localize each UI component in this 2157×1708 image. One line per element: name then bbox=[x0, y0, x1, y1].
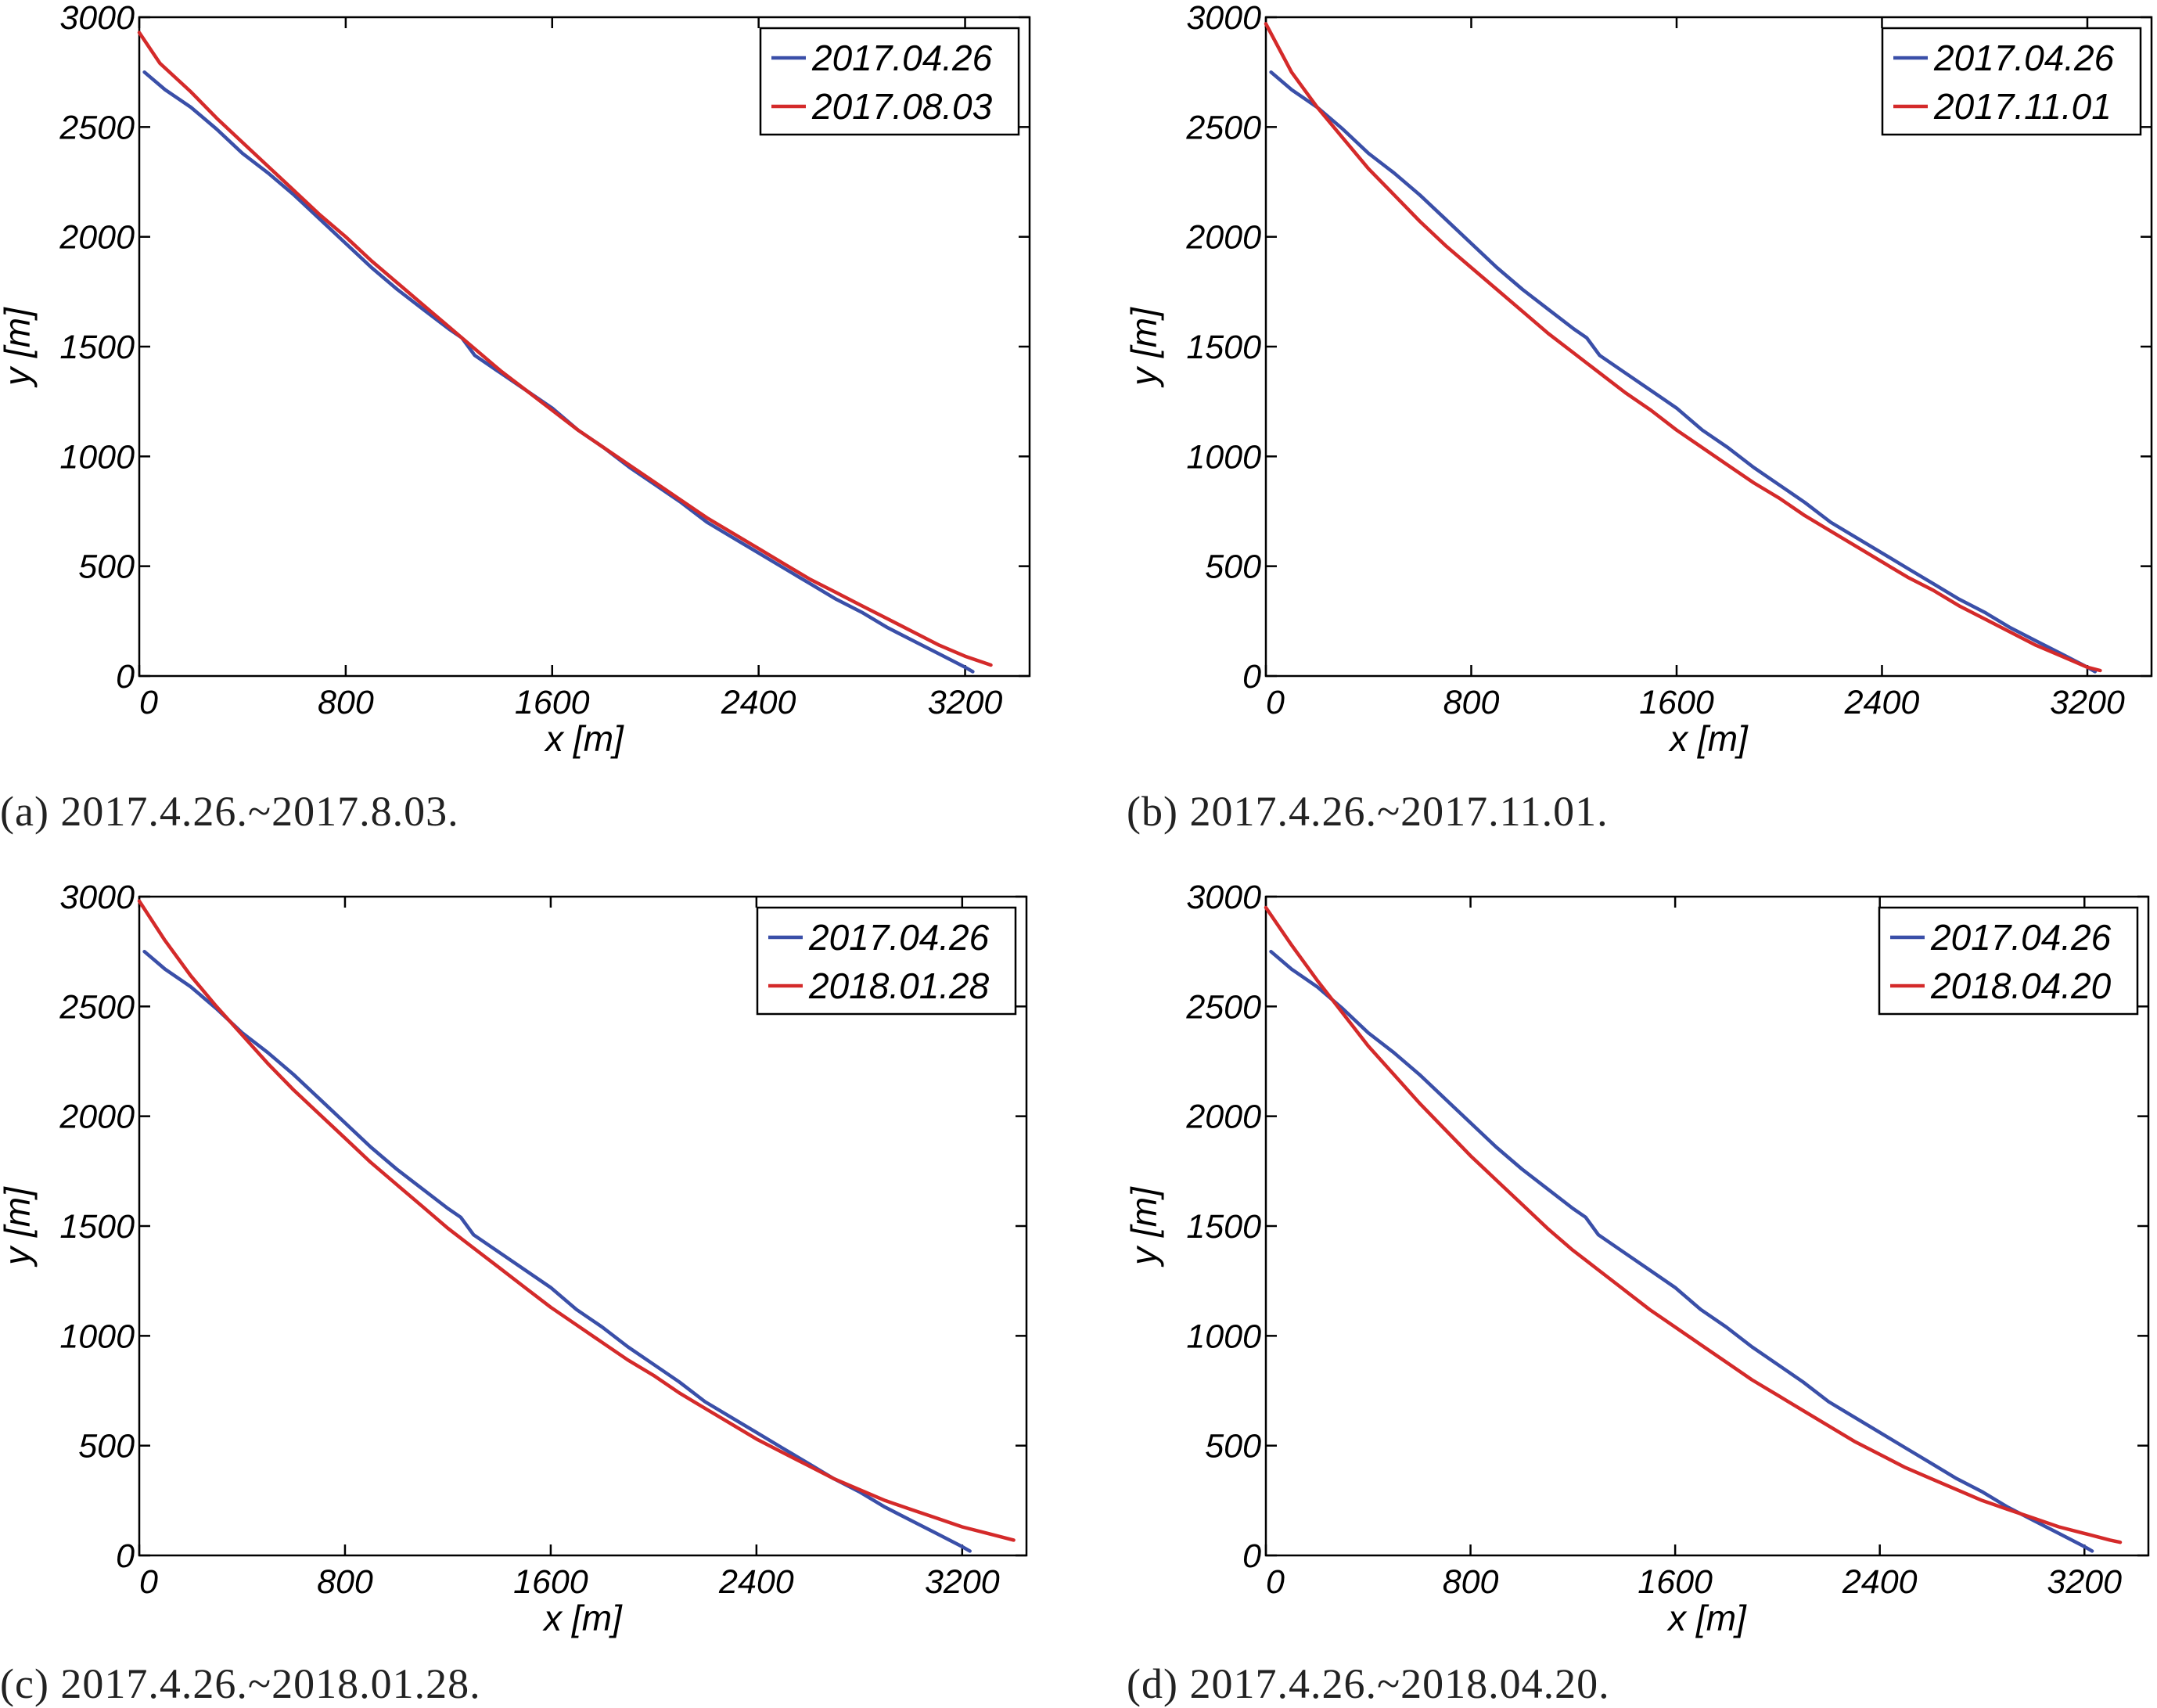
x-tick-label: 2400 bbox=[721, 684, 796, 721]
chart-panel-3: 0 500 1000 1500 2000 2500 3000 0 800 1600 2400 3200… bbox=[1123, 879, 2150, 1707]
legend-entry: 2017.04.26 bbox=[811, 38, 993, 78]
y-tick-label: 2000 bbox=[59, 219, 135, 257]
x-tick-label: 3200 bbox=[2050, 684, 2125, 721]
y-tick-label: 2000 bbox=[1185, 219, 1261, 257]
x-tick-label: 0 bbox=[1266, 684, 1285, 721]
y-tick-label: 2500 bbox=[59, 988, 135, 1026]
y-tick-label: 2000 bbox=[1185, 1099, 1261, 1136]
legend-entry: 2017.08.03 bbox=[811, 86, 993, 127]
y-tick-label: 500 bbox=[1205, 548, 1261, 586]
y-tick-label: 500 bbox=[1205, 1428, 1261, 1465]
panel-caption: (c) 2017.4.26.~2018.01.28. bbox=[0, 1660, 481, 1707]
legend-entry: 2017.04.26 bbox=[1930, 917, 2112, 958]
y-tick-label: 2000 bbox=[59, 1099, 135, 1136]
panel-caption: (a) 2017.4.26.~2017.8.03. bbox=[0, 788, 459, 835]
y-tick-label: 3000 bbox=[59, 0, 135, 37]
x-tick-label: 3200 bbox=[925, 1563, 1000, 1601]
x-tick-label: 0 bbox=[139, 684, 158, 721]
y-tick-label: 1000 bbox=[59, 1318, 135, 1355]
series-line-1 bbox=[1264, 905, 2123, 1544]
y-axis-label: y [m] bbox=[0, 307, 38, 388]
series-line-1 bbox=[137, 31, 993, 667]
legend: 2017.04.26 2017.08.03 bbox=[759, 27, 1020, 136]
y-tick-label: 1000 bbox=[1186, 1318, 1261, 1355]
x-tick-label: 2400 bbox=[1844, 684, 1920, 721]
legend-box bbox=[1881, 27, 2142, 136]
series-line-0 bbox=[1269, 70, 2098, 674]
series-line-0 bbox=[142, 70, 975, 674]
x-tick-label: 3200 bbox=[928, 684, 1003, 721]
y-tick-label: 1000 bbox=[1186, 438, 1261, 476]
y-tick-label: 3000 bbox=[1186, 879, 1261, 916]
x-tick-label: 2400 bbox=[718, 1563, 794, 1601]
chart-panel-1: 0 500 1000 1500 2000 2500 3000 0 800 1600 2400 3200… bbox=[1123, 0, 2153, 835]
y-tick-label: 1500 bbox=[59, 1208, 135, 1246]
legend: 2017.04.26 2018.01.28 bbox=[756, 906, 1017, 1016]
legend-entry: 2018.04.20 bbox=[1930, 965, 2112, 1006]
x-axis-label: x [m] bbox=[1666, 1598, 1747, 1638]
series-line-0 bbox=[142, 949, 972, 1553]
x-tick-label: 800 bbox=[317, 1563, 373, 1601]
y-tick-label: 0 bbox=[1242, 1537, 1261, 1575]
y-tick-label: 2500 bbox=[59, 109, 135, 146]
y-tick-label: 0 bbox=[1242, 658, 1261, 696]
legend-box bbox=[759, 27, 1020, 136]
x-tick-label: 1600 bbox=[1639, 684, 1714, 721]
series-line-1 bbox=[1264, 22, 2102, 673]
chart-panel-0: 0 500 1000 1500 2000 2500 3000 0 800 1600 2400 3200… bbox=[0, 0, 1031, 835]
x-tick-label: 3200 bbox=[2047, 1563, 2122, 1601]
y-axis-label: y [m] bbox=[1123, 1186, 1164, 1268]
legend-entry: 2017.04.26 bbox=[1933, 38, 2115, 78]
legend-entry: 2018.01.28 bbox=[808, 965, 990, 1006]
series-line-1 bbox=[137, 899, 1016, 1542]
x-tick-label: 800 bbox=[318, 684, 374, 721]
y-tick-label: 3000 bbox=[59, 879, 135, 916]
y-axis-label: y [m] bbox=[0, 1186, 38, 1268]
legend: 2017.04.26 2018.04.20 bbox=[1878, 906, 2139, 1016]
x-tick-label: 0 bbox=[139, 1563, 158, 1601]
legend-box bbox=[756, 906, 1017, 1016]
legend-entry: 2017.11.01 bbox=[1933, 86, 2112, 127]
y-tick-label: 500 bbox=[78, 1428, 135, 1465]
chart-panel-2: 0 500 1000 1500 2000 2500 3000 0 800 1600 2400 3200… bbox=[0, 879, 1028, 1707]
panel-caption: (d) 2017.4.26.~2018.04.20. bbox=[1127, 1660, 1610, 1707]
y-tick-label: 1500 bbox=[59, 329, 135, 366]
y-tick-label: 1500 bbox=[1186, 1208, 1261, 1246]
panel-caption: (b) 2017.4.26.~2017.11.01. bbox=[1127, 788, 1609, 835]
legend-entry: 2017.04.26 bbox=[808, 917, 990, 958]
x-tick-label: 1600 bbox=[1638, 1563, 1713, 1601]
x-axis-label: x [m] bbox=[1668, 718, 1749, 759]
x-tick-label: 1600 bbox=[515, 684, 590, 721]
x-tick-label: 2400 bbox=[1842, 1563, 1918, 1601]
y-axis-label: y [m] bbox=[1123, 307, 1164, 388]
y-tick-label: 0 bbox=[116, 1537, 135, 1575]
series-line-0 bbox=[1269, 949, 2094, 1553]
legend: 2017.04.26 2017.11.01 bbox=[1881, 27, 2142, 136]
y-tick-label: 0 bbox=[116, 658, 135, 696]
y-tick-label: 3000 bbox=[1186, 0, 1261, 37]
x-axis-label: x [m] bbox=[542, 1598, 623, 1638]
y-tick-label: 1500 bbox=[1186, 329, 1261, 366]
legend-box bbox=[1878, 906, 2139, 1016]
x-tick-label: 800 bbox=[1443, 684, 1500, 721]
x-axis-label: x [m] bbox=[544, 718, 624, 759]
x-tick-label: 0 bbox=[1266, 1563, 1285, 1601]
x-tick-label: 1600 bbox=[513, 1563, 588, 1601]
y-tick-label: 500 bbox=[78, 548, 135, 586]
y-tick-label: 2500 bbox=[1185, 109, 1261, 146]
y-tick-label: 2500 bbox=[1185, 988, 1261, 1026]
x-tick-label: 800 bbox=[1443, 1563, 1499, 1601]
y-tick-label: 1000 bbox=[59, 438, 135, 476]
